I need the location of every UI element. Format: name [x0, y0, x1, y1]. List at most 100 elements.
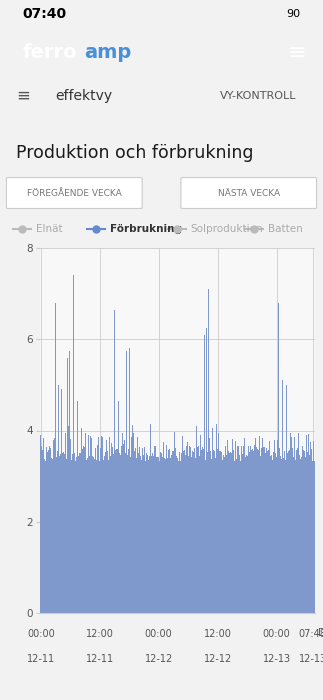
Text: ≡: ≡ [16, 87, 30, 105]
Bar [140, 456, 141, 613]
Bar [118, 401, 119, 613]
Bar [158, 457, 159, 613]
Bar [46, 447, 47, 613]
Bar [135, 448, 136, 613]
Bar [278, 461, 279, 613]
Bar [189, 447, 190, 613]
Bar [263, 447, 264, 613]
Bar [225, 445, 226, 613]
Bar [267, 451, 268, 613]
Bar [157, 456, 158, 613]
Bar [254, 445, 255, 613]
Bar [193, 452, 194, 613]
Bar [211, 461, 212, 613]
Bar [280, 456, 281, 613]
Bar [206, 328, 207, 613]
Bar [148, 458, 149, 613]
Bar [165, 459, 166, 613]
Text: amp: amp [84, 43, 131, 62]
Bar [166, 445, 167, 613]
Bar [182, 436, 183, 613]
Bar [75, 461, 76, 613]
Bar [108, 461, 109, 613]
Bar [88, 435, 89, 613]
Text: 00:00: 00:00 [263, 629, 290, 638]
Bar [301, 457, 302, 613]
Bar [73, 275, 74, 613]
Bar [240, 461, 241, 613]
Text: 07:48: 07:48 [298, 629, 323, 638]
Bar [52, 458, 53, 613]
Bar [283, 449, 284, 613]
Bar [191, 457, 192, 613]
Bar [146, 453, 147, 613]
Bar [221, 452, 222, 613]
Bar [78, 456, 79, 613]
Bar [117, 449, 118, 613]
Bar [310, 442, 311, 613]
Text: 12-13: 12-13 [263, 654, 291, 664]
Bar [244, 438, 245, 613]
Bar [297, 448, 298, 613]
Bar [187, 442, 188, 613]
Bar [123, 444, 124, 613]
Bar [103, 461, 104, 613]
Bar [210, 451, 211, 613]
Bar [242, 454, 243, 613]
Bar [110, 456, 111, 613]
Text: 12:00: 12:00 [204, 629, 232, 638]
Bar [300, 458, 301, 613]
Bar [295, 460, 296, 613]
Text: FÖREGÅENDE VECKA: FÖREGÅENDE VECKA [27, 188, 122, 197]
Bar [183, 451, 184, 613]
Bar [161, 454, 162, 613]
Bar [231, 454, 232, 613]
Bar [111, 443, 112, 613]
Text: VY-KONTROLL: VY-KONTROLL [220, 91, 296, 101]
Bar [94, 459, 95, 613]
Bar [198, 447, 199, 613]
Bar [303, 450, 304, 613]
Bar [137, 438, 138, 613]
Bar [134, 433, 135, 613]
Bar [91, 438, 92, 613]
Bar [48, 450, 49, 613]
Bar [218, 433, 219, 613]
Bar [89, 455, 90, 613]
Bar [208, 289, 209, 613]
Bar [255, 438, 256, 613]
Bar [97, 445, 98, 613]
Bar [222, 460, 223, 613]
Bar [95, 448, 96, 613]
Bar [69, 351, 70, 613]
Bar [98, 438, 99, 613]
Bar [257, 449, 258, 613]
Bar [245, 456, 246, 613]
Bar [232, 439, 233, 613]
Bar [250, 446, 251, 613]
Bar [133, 433, 134, 613]
Bar [152, 450, 153, 613]
Bar [239, 456, 240, 613]
Bar [141, 460, 142, 613]
Bar [202, 447, 203, 613]
Bar [196, 426, 197, 613]
Bar [66, 458, 67, 613]
Bar [212, 428, 213, 613]
Bar [175, 448, 176, 613]
Bar [58, 385, 59, 613]
Bar [177, 458, 178, 613]
Text: Batten: Batten [268, 224, 303, 234]
Bar [247, 456, 248, 613]
Bar [128, 449, 129, 613]
Bar [70, 439, 71, 613]
Text: 00:00: 00:00 [145, 629, 172, 638]
Bar [274, 461, 275, 613]
Bar [132, 426, 133, 613]
Bar [131, 437, 132, 613]
Bar [63, 452, 64, 613]
Bar [163, 442, 164, 613]
Bar [286, 385, 287, 613]
Bar [219, 451, 220, 613]
Bar [311, 449, 312, 613]
